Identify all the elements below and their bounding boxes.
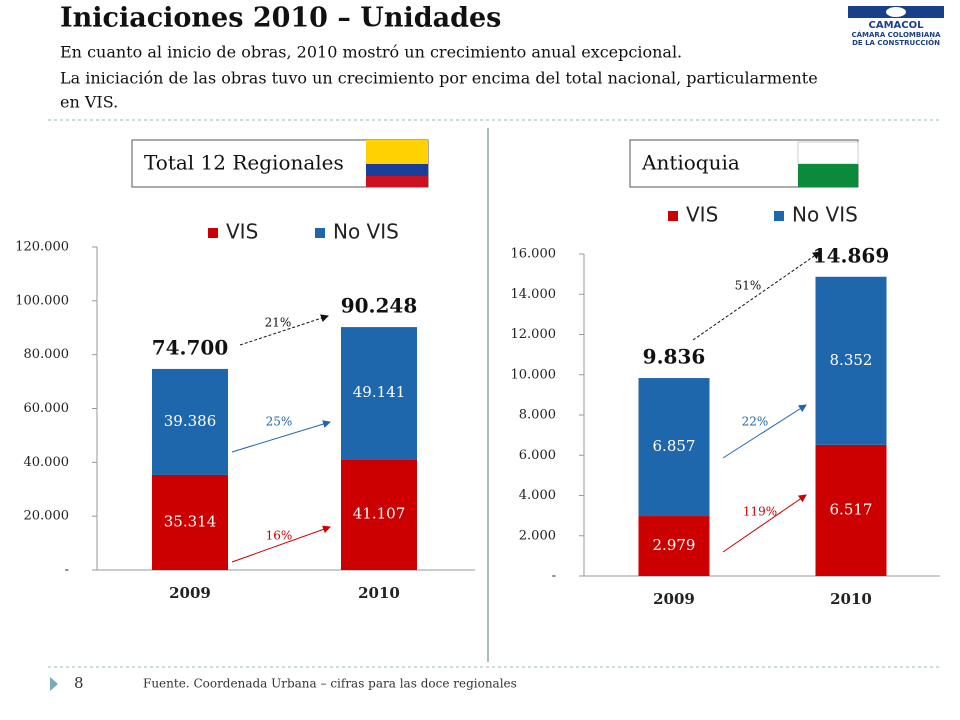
- panel-label: Total 12 Regionales: [144, 151, 344, 175]
- y-tick-label: 16.000: [511, 247, 557, 262]
- flag-stripe: [366, 164, 428, 176]
- y-tick-label: 8.000: [519, 408, 556, 423]
- legend-label: No VIS: [333, 220, 399, 244]
- source: Fuente. Coordenada Urbana – cifras para …: [143, 677, 517, 691]
- growth-arrow: [692, 251, 821, 341]
- y-tick-label: 4.000: [519, 488, 556, 503]
- legend-label: VIS: [686, 203, 718, 227]
- growth-arrow: [722, 494, 807, 553]
- value-label: 8.352: [830, 351, 873, 369]
- y-tick-label: 10.000: [511, 367, 557, 382]
- value-label: 39.386: [164, 412, 217, 430]
- value-label: 35.314: [164, 512, 217, 530]
- logo-text: DE LA CONSTRUCCIÓN: [852, 38, 940, 47]
- value-label: 41.107: [353, 505, 406, 523]
- legend-swatch: [774, 211, 784, 221]
- total-label: 90.248: [341, 294, 418, 318]
- bar-segment: [638, 378, 710, 517]
- growth-arrow: [231, 420, 331, 453]
- y-tick-label: 100.000: [15, 293, 69, 308]
- growth-arrow: [722, 404, 807, 459]
- total-label: 14.869: [813, 243, 890, 267]
- flag-stripe: [797, 141, 859, 165]
- bar-segment: [341, 327, 417, 460]
- growth-label: 25%: [266, 415, 293, 429]
- subtitle-line: En cuanto al inicio de obras, 2010 mostr…: [60, 43, 682, 62]
- logo-text: CAMACOL: [869, 20, 925, 31]
- value-label: 6.517: [830, 500, 873, 518]
- logo: CAMACOL CÁMARA COLOMBIANA DE LA CONSTRUC…: [848, 6, 944, 47]
- x-tick-label: 2009: [653, 590, 695, 608]
- total-label: 74.700: [152, 335, 229, 359]
- legend-swatch: [315, 228, 325, 238]
- bar-segment: [638, 516, 710, 576]
- y-tick-label: 6.000: [519, 448, 556, 463]
- subtitle-line: en VIS.: [60, 93, 118, 112]
- legend-label: VIS: [226, 220, 258, 244]
- y-tick-label: 80.000: [24, 347, 70, 362]
- x-tick-label: 2009: [169, 584, 211, 602]
- bar-segment: [341, 459, 417, 570]
- growth-label: 21%: [265, 316, 292, 330]
- panel-label: Antioquia: [641, 151, 740, 175]
- legend-swatch: [668, 211, 678, 221]
- y-tick-label: 2.000: [519, 528, 556, 543]
- flag-stripe: [366, 176, 428, 187]
- y-tick-label: 14.000: [511, 287, 557, 302]
- growth-label: 119%: [743, 505, 777, 519]
- flag-stripe: [366, 140, 428, 164]
- legend-label: No VIS: [792, 203, 858, 227]
- bar-segment: [815, 444, 887, 576]
- y-tick-label: 120.000: [15, 240, 69, 255]
- growth-label: 16%: [266, 529, 293, 543]
- growth-arrow: [239, 314, 329, 346]
- page-number: 8: [74, 674, 84, 692]
- bar-segment: [152, 474, 228, 570]
- value-label: 2.979: [653, 536, 696, 554]
- growth-label: 22%: [742, 415, 769, 429]
- bar-segment: [152, 368, 228, 475]
- y-tick-label: -: [65, 563, 69, 578]
- y-tick-label: 60.000: [24, 401, 70, 416]
- slide-title: Iniciaciones 2010 – Unidades: [60, 3, 501, 34]
- x-tick-label: 2010: [830, 590, 872, 608]
- y-tick-label: -: [552, 569, 556, 584]
- x-tick-label: 2010: [358, 584, 400, 602]
- footer-marker: [50, 677, 58, 691]
- bar-segment: [815, 276, 887, 445]
- total-label: 9.836: [643, 345, 706, 369]
- y-tick-label: 12.000: [511, 327, 557, 342]
- value-label: 6.857: [653, 437, 696, 455]
- subtitle-line: La iniciación de las obras tuvo un creci…: [60, 69, 818, 88]
- logo-text: CÁMARA COLOMBIANA: [851, 30, 941, 39]
- value-label: 49.141: [353, 383, 406, 401]
- legend-swatch: [208, 228, 218, 238]
- logo-mark: [886, 7, 906, 17]
- y-tick-label: 20.000: [24, 509, 70, 524]
- y-tick-label: 40.000: [24, 455, 70, 470]
- growth-label: 51%: [735, 279, 762, 293]
- growth-arrow: [231, 525, 331, 563]
- flag-stripe: [798, 164, 858, 187]
